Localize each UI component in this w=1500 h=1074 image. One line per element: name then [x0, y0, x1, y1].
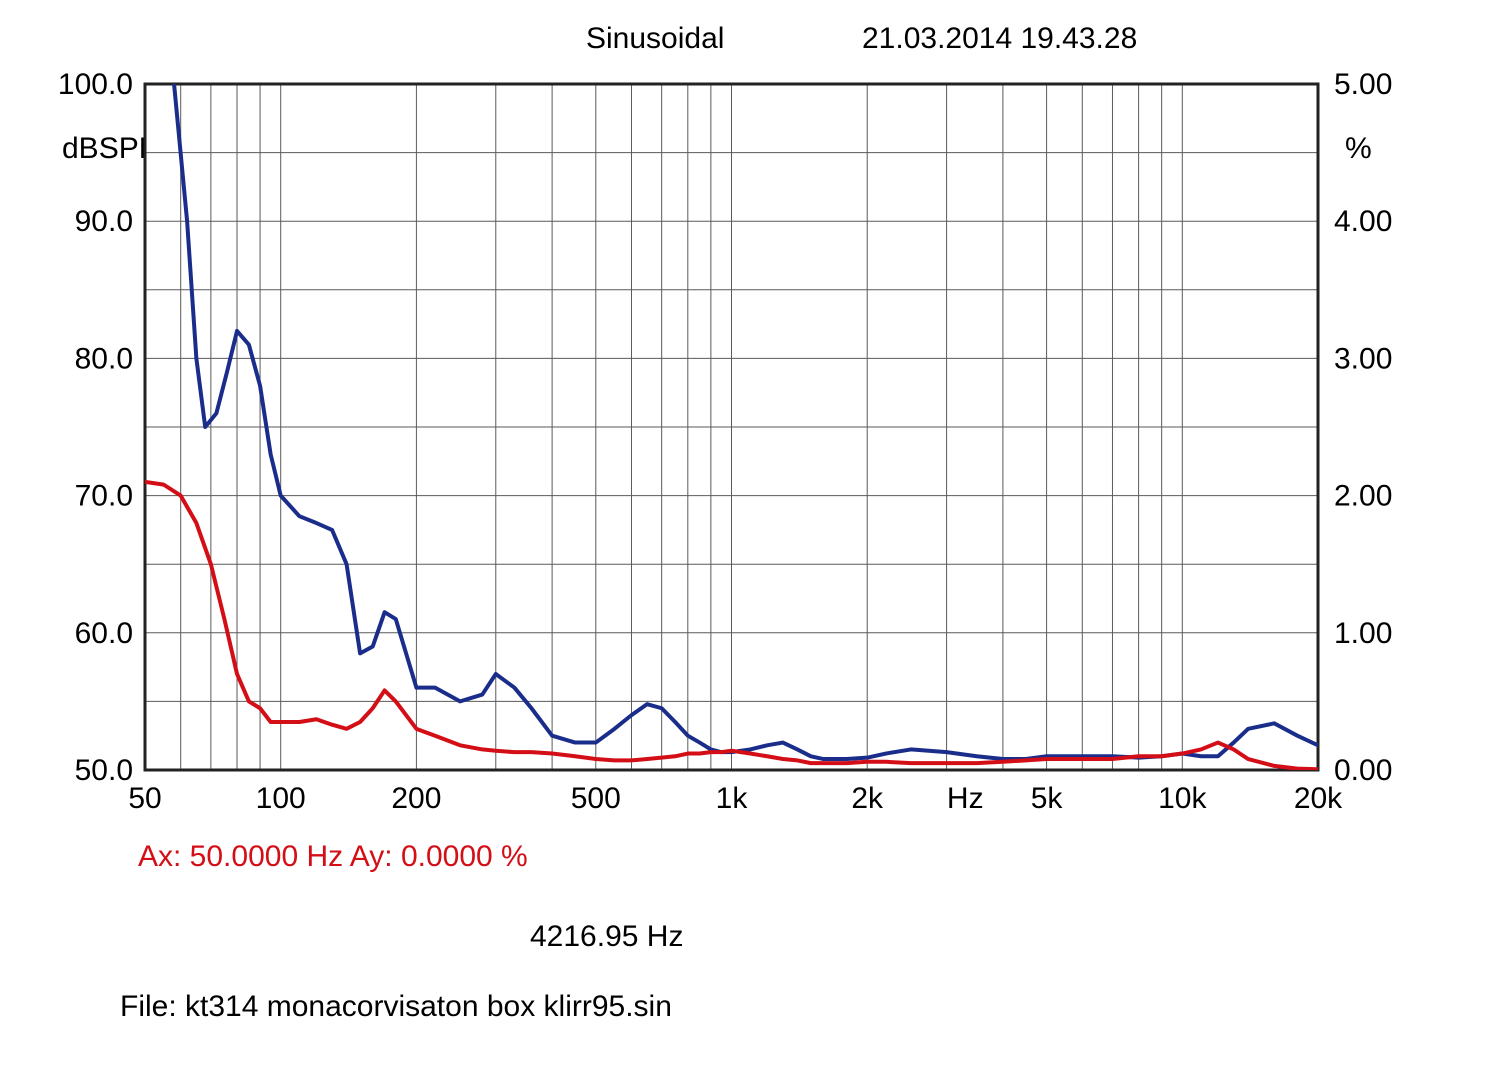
svg-text:50.0: 50.0 — [75, 754, 133, 787]
svg-text:70.0: 70.0 — [75, 480, 133, 513]
svg-text:5k: 5k — [1031, 782, 1064, 815]
svg-text:1k: 1k — [716, 782, 749, 815]
chart-plot: 50.0 60.0 70.0 80.0 90.0 100.0 0.00 1.00 2.00 3.0… — [0, 0, 1500, 1074]
svg-text:1.00: 1.00 — [1334, 617, 1392, 650]
cursor-readout: Ax: 50.0000 Hz Ay: 0.0000 % — [138, 840, 528, 874]
svg-text:60.0: 60.0 — [75, 617, 133, 650]
svg-text:5.00: 5.00 — [1334, 68, 1392, 101]
svg-text:Hz: Hz — [947, 782, 984, 815]
svg-text:0.00: 0.00 — [1334, 754, 1392, 787]
svg-text:10k: 10k — [1158, 782, 1207, 815]
svg-text:2k: 2k — [851, 782, 884, 815]
svg-text:3.00: 3.00 — [1334, 342, 1392, 375]
svg-text:20k: 20k — [1294, 782, 1343, 815]
svg-text:90.0: 90.0 — [75, 205, 133, 238]
page-root: Sinusoidal 21.03.2014 19.43.28 dBSPL % C… — [0, 0, 1500, 1074]
svg-text:100: 100 — [256, 782, 306, 815]
svg-text:4.00: 4.00 — [1334, 205, 1392, 238]
svg-text:200: 200 — [391, 782, 441, 815]
svg-text:2.00: 2.00 — [1334, 480, 1392, 513]
svg-text:80.0: 80.0 — [75, 342, 133, 375]
svg-text:100.0: 100.0 — [58, 68, 133, 101]
svg-text:50: 50 — [128, 782, 161, 815]
footer-frequency: 4216.95 Hz — [530, 920, 683, 954]
footer-file: File: kt314 monacorvisaton box klirr95.s… — [120, 990, 672, 1024]
svg-text:500: 500 — [571, 782, 621, 815]
